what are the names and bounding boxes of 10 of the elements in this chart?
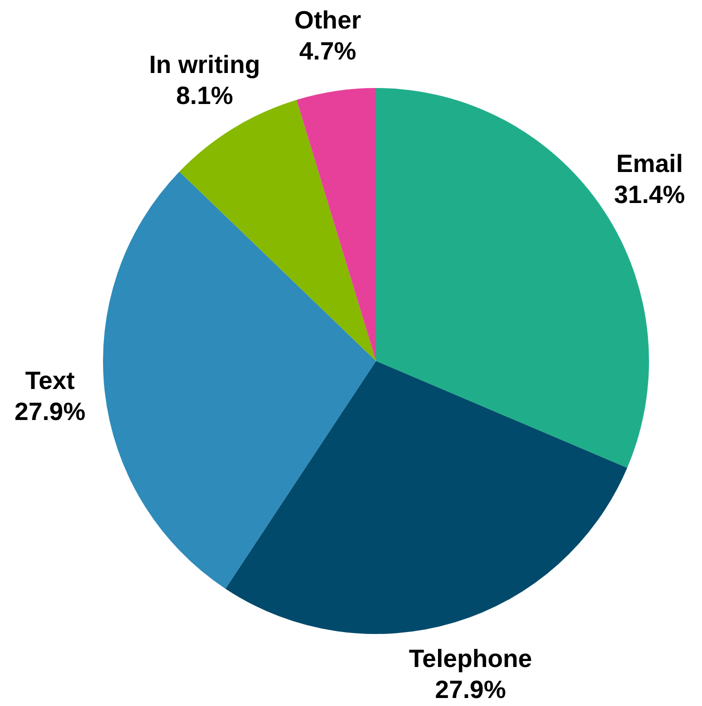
data-label: 27.9% [14,398,86,426]
data-label: 4.7% [299,37,356,66]
data-label: 31.4% [614,180,686,209]
data-label: 8.1% [176,82,234,110]
slice-label: Email [616,150,683,178]
slice-label: In writing [149,51,260,80]
slice-label: Text [25,366,76,395]
slice-label: Other [294,6,362,34]
slice-label: Telephone [408,644,532,673]
data-label: 27.9% [435,676,506,704]
